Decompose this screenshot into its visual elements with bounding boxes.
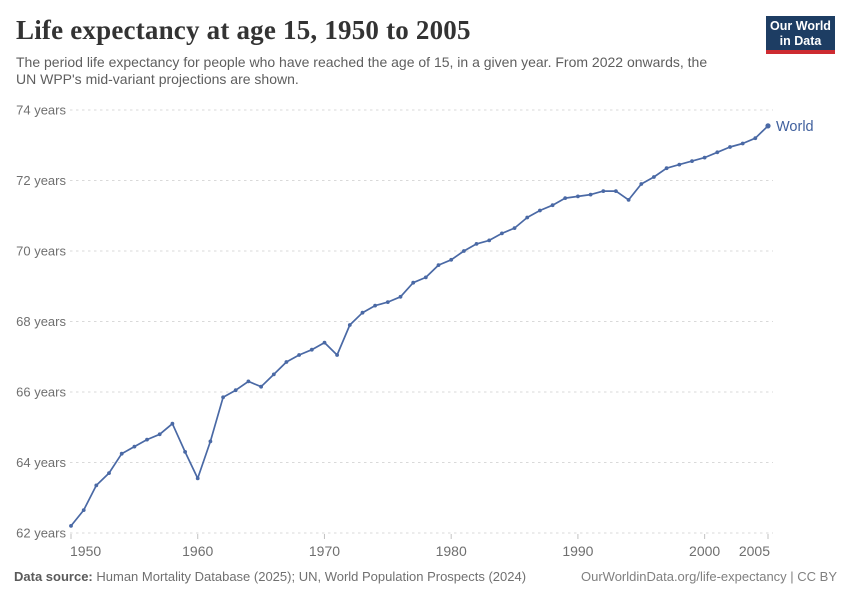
- svg-text:2000: 2000: [689, 543, 720, 559]
- svg-text:62 years: 62 years: [16, 526, 66, 541]
- owid-logo-box: Our World in Data: [766, 16, 835, 50]
- chart-footer: Data source: Human Mortality Database (2…: [14, 569, 837, 584]
- owid-logo-line-2: in Data: [779, 34, 822, 48]
- x-axis-ticks: [70, 534, 769, 539]
- owid-logo-accent-bar: [766, 50, 835, 54]
- y-gridlines: [70, 109, 773, 534]
- svg-text:1950: 1950: [70, 543, 101, 559]
- y-axis-labels: 62 years 64 years 66 years 68 years 70 years…: [16, 103, 66, 541]
- svg-text:66 years: 66 years: [16, 385, 66, 400]
- svg-text:64 years: 64 years: [16, 455, 66, 470]
- series-end-label: World: [776, 119, 814, 135]
- x-axis-labels: 1950 1960 1970 1980 1990 2000 2005: [70, 543, 770, 559]
- page-subtitle: The period life expectancy for people wh…: [16, 54, 707, 88]
- svg-text:1980: 1980: [436, 543, 467, 559]
- series-world: [69, 123, 771, 528]
- data-source: Data source: Human Mortality Database (2…: [14, 569, 526, 584]
- page-title: Life expectancy at age 15, 1950 to 2005: [16, 15, 471, 45]
- svg-text:1990: 1990: [562, 543, 593, 559]
- data-source-label: Data source:: [14, 569, 93, 584]
- owid-logo: Our World in Data: [766, 16, 835, 54]
- footer-link[interactable]: OurWorldinData.org/life-expectancy | CC …: [580, 569, 837, 584]
- subtitle-line-2: UN WPP's mid-variant projections are sho…: [16, 71, 299, 87]
- owid-logo-line-1: Our World: [770, 19, 831, 33]
- svg-text:68 years: 68 years: [16, 314, 66, 329]
- svg-text:1960: 1960: [182, 543, 213, 559]
- svg-text:72 years: 72 years: [16, 173, 66, 188]
- svg-text:70 years: 70 years: [16, 244, 66, 259]
- data-source-text: Human Mortality Database (2025); UN, Wor…: [96, 569, 527, 584]
- svg-text:74 years: 74 years: [16, 103, 66, 118]
- subtitle-line-1: The period life expectancy for people wh…: [16, 54, 708, 70]
- svg-text:1970: 1970: [309, 543, 340, 559]
- svg-text:2005: 2005: [739, 543, 770, 559]
